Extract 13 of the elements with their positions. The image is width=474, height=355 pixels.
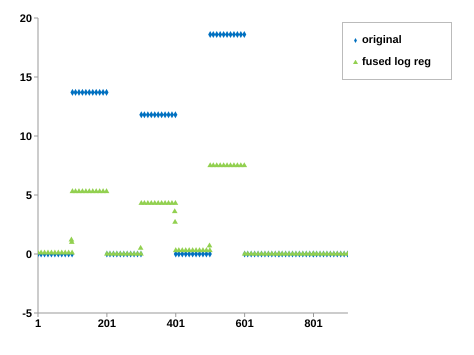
legend-label: original xyxy=(362,34,402,46)
x-tick-label: 1 xyxy=(34,318,42,330)
y-tick-label: 20 xyxy=(20,12,32,25)
x-tick-label: 401 xyxy=(166,318,185,330)
y-tick-label: 15 xyxy=(20,72,32,84)
y-tick-label: -5 xyxy=(22,308,32,320)
x-tick-label: 801 xyxy=(304,318,323,330)
y-tick-label: 0 xyxy=(26,248,32,261)
x-tick-label: 201 xyxy=(98,318,116,330)
y-tick-label: 5 xyxy=(26,190,32,202)
y-tick-label: 10 xyxy=(20,130,32,143)
legend-label: fused log reg xyxy=(362,56,431,68)
x-tick-label: 601 xyxy=(235,318,254,330)
